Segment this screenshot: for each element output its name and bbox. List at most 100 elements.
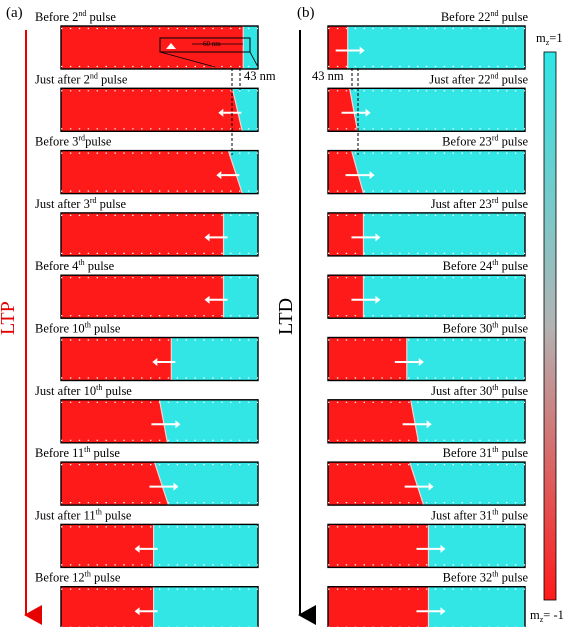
domain-wall	[410, 399, 420, 443]
wall-motion-arrowhead	[134, 544, 140, 553]
panel-b: Before 22nd pulse Just after 22nd pulse Be…	[327, 9, 529, 627]
domain-down	[328, 524, 429, 568]
strip-label: Before 31th pulse	[443, 445, 529, 460]
strip-row: Before 3rdpulse	[35, 134, 259, 195]
strip-border	[60, 586, 259, 627]
panel-b-label: (b)	[297, 5, 315, 21]
domain-down	[328, 399, 419, 443]
domain-down	[61, 586, 154, 627]
inset-width-label: 60 nm	[203, 40, 221, 48]
strip-row: Before 24th pulse	[327, 258, 529, 319]
strip-border	[60, 461, 259, 506]
wall-motion-arrowhead	[216, 171, 222, 180]
strip-border	[60, 336, 259, 382]
colorbar-bottom-label: mz= -1	[530, 608, 564, 624]
domain-wall	[409, 461, 425, 506]
strip-border	[60, 523, 259, 569]
wall-motion-arrowhead	[369, 171, 375, 180]
strip-border	[327, 212, 526, 257]
domain-down	[61, 88, 243, 132]
domain-down	[328, 88, 358, 132]
domain-down	[61, 337, 172, 381]
strip-row: Just after 3rd pulse	[35, 196, 259, 257]
strip-label: Just after 30th pulse	[431, 383, 528, 398]
domain-wall	[227, 150, 243, 194]
strip-row: Before 31th pulse	[327, 445, 529, 506]
strip-label: Before 30th pulse	[443, 321, 529, 336]
strip-row: Before 11th pulse	[35, 445, 259, 506]
domain-down	[328, 26, 348, 69]
shift-label-b: 43 nm	[312, 69, 344, 83]
strip-border	[327, 336, 526, 382]
strip-border	[60, 212, 259, 257]
strip-border	[327, 149, 526, 195]
strip-row: Before 22nd pulse	[327, 9, 529, 70]
wall-motion-arrowhead	[173, 482, 179, 491]
strip-border	[327, 523, 526, 569]
domain-wall	[153, 461, 170, 506]
strip-label: Just after 23rd pulse	[431, 196, 529, 211]
strip-label: Just after 22nd pulse	[429, 71, 528, 86]
domain-down	[61, 26, 244, 69]
strip-label: Before 10th pulse	[35, 321, 121, 336]
strip-label: Just after 3rd pulse	[35, 196, 126, 211]
strip-border	[327, 586, 526, 627]
strip-row: Before 23rd pulse	[327, 134, 528, 195]
domain-down	[328, 150, 364, 194]
wall-motion-arrowhead	[440, 607, 446, 616]
strip-row: Just after 31th pulse	[327, 507, 528, 569]
strip-row: Just after 11th pulse	[35, 507, 259, 569]
wall-motion-arrowhead	[204, 295, 210, 304]
wall-motion-arrowhead	[359, 46, 365, 55]
strip-row: Before 10th pulse	[35, 321, 259, 382]
wall-motion-arrowhead	[418, 358, 424, 366]
strip-label: Before 2nd pulse	[35, 9, 116, 24]
domain-wall	[350, 150, 365, 194]
shift-marker-b: 43 nm	[312, 68, 359, 155]
strip-row: Before 4th pulse	[35, 258, 259, 319]
strip-border	[60, 274, 259, 319]
wall-motion-arrowhead	[375, 295, 381, 304]
strip-row: Before 30th pulse	[327, 321, 529, 382]
strip-row: Just after 30th pulse	[327, 383, 528, 444]
strip-border	[327, 274, 526, 319]
domain-wall	[158, 399, 169, 443]
strip-label: Before 23rd pulse	[442, 134, 528, 149]
strip-row: Before 2nd pulse	[35, 9, 259, 70]
colorbar	[543, 51, 557, 601]
shift-marker-a: 43 nm	[231, 68, 276, 155]
strip-row: Just after 2nd pulse	[35, 71, 259, 133]
wall-motion-arrowhead	[175, 420, 181, 429]
domain-down	[328, 337, 407, 381]
strip-row: Just after 23rd pulse	[327, 196, 529, 257]
wall-motion-arrowhead	[218, 108, 224, 117]
strip-row: Just after 22nd pulse	[327, 71, 528, 133]
domain-down	[61, 462, 169, 506]
domain-up	[328, 26, 525, 69]
strip-row: Before 12th pulse	[35, 570, 259, 627]
strip-label: Before 12th pulse	[35, 570, 121, 585]
strip-label: Before 32th pulse	[443, 570, 529, 585]
domain-down	[61, 399, 168, 443]
strip-label: Just after 11th pulse	[35, 507, 132, 522]
domain-up	[328, 88, 525, 132]
domain-down	[328, 462, 424, 506]
wall-motion-arrowhead	[426, 420, 432, 429]
domain-down	[328, 586, 429, 627]
strip-label: Before 22nd pulse	[441, 9, 529, 24]
strip-border	[60, 87, 259, 133]
strip-border	[60, 25, 259, 70]
strip-border	[327, 461, 526, 506]
domain-down	[61, 212, 224, 256]
strip-border	[327, 87, 526, 133]
wall-motion-arrowhead	[134, 607, 140, 616]
ltp-label: LTP	[0, 301, 19, 335]
strip-label: Before 3rdpulse	[35, 134, 112, 149]
strip-label: Just after 31th pulse	[431, 507, 528, 522]
panel-a-label: (a)	[6, 5, 23, 21]
domain-down	[61, 150, 243, 194]
domain-down	[328, 212, 364, 256]
strip-label: Before 24th pulse	[443, 258, 529, 273]
ltd-label: LTD	[275, 298, 297, 335]
